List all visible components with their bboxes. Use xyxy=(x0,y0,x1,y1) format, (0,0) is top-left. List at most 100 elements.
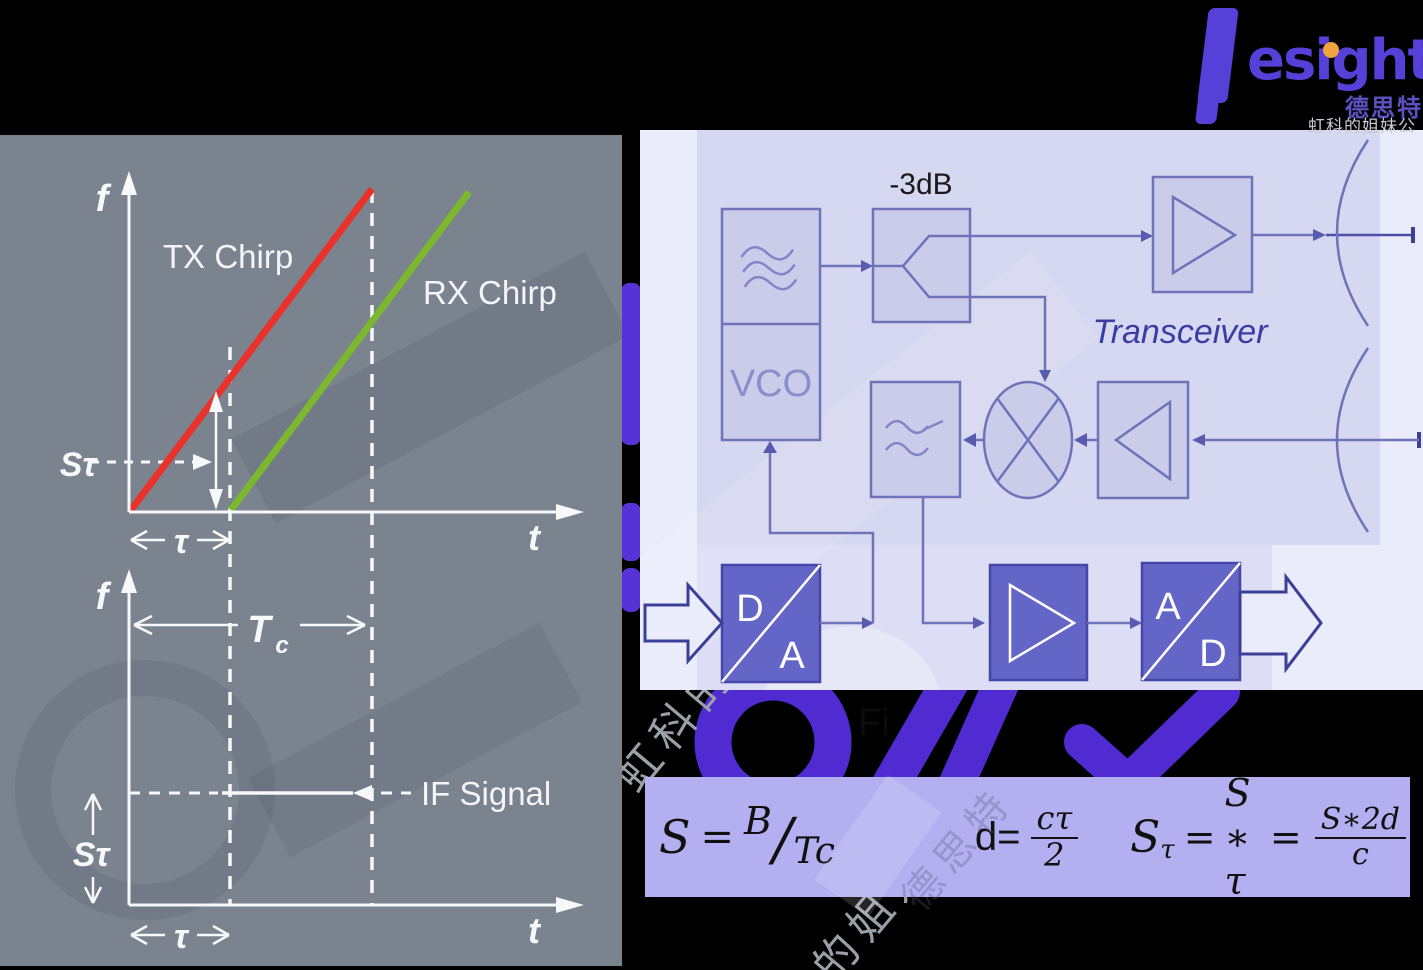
input-block-arrow-icon xyxy=(643,581,725,665)
watermark-bar-icon xyxy=(621,503,641,561)
formula-strip: S = B / Tc d= cτ 2 S τ = S ∗ τ = S∗2d c xyxy=(645,771,1410,903)
fraction: S∗2d c xyxy=(1314,804,1406,872)
tx-chirp-line xyxy=(128,186,375,513)
fraction: cτ 2 xyxy=(1030,801,1079,874)
arrowhead-icon xyxy=(763,441,777,453)
watermark-band-icon xyxy=(248,622,582,858)
f-axis-label: f xyxy=(96,576,112,618)
vco-block: VCO xyxy=(720,207,822,442)
arrowhead-icon xyxy=(1141,230,1153,242)
if-signal-plot: f t T c IF Signal Sτ xyxy=(73,569,584,956)
tau-span-annotation xyxy=(130,529,230,551)
watermark-swoosh-icon xyxy=(1064,674,1240,808)
fraction-slash: / xyxy=(772,805,793,873)
logo-i-dot-icon xyxy=(1323,42,1339,58)
t-axis-label: t xyxy=(528,517,542,558)
s-tau-span-annotation xyxy=(83,793,103,904)
tau-label: τ xyxy=(174,523,190,561)
amplifier-triangle-icon xyxy=(1113,399,1172,482)
frequency-time-plot: f t TX Chirp RX Chirp Sτ τ xyxy=(60,171,584,561)
adc-a-label: A xyxy=(1155,586,1181,628)
formula-expression: S ∗ τ xyxy=(1224,771,1251,903)
waveform-icon xyxy=(740,246,798,291)
s-tau-up-arrow-icon xyxy=(209,391,223,412)
if-pointer-arrow-icon xyxy=(353,785,372,801)
formula-term: S xyxy=(659,810,691,864)
mixer-block xyxy=(982,380,1074,500)
adc-d-label: D xyxy=(1199,633,1226,675)
watermark-stem-icon xyxy=(937,656,1025,802)
dac-block: D A xyxy=(720,563,822,684)
converter-diagonal-icon xyxy=(721,564,821,683)
s-tau-down-arrow-icon xyxy=(209,489,223,510)
formula-denominator: Tc xyxy=(793,830,835,872)
tx-amplifier-block xyxy=(1151,175,1254,294)
watermark-bar-icon xyxy=(621,568,641,612)
converter-diagonal-icon xyxy=(1141,562,1241,681)
rx-chirp-label: RX Chirp xyxy=(423,274,557,311)
filter-to-ifamp-line xyxy=(921,497,976,625)
arrowhead-icon xyxy=(1130,617,1142,629)
arrowhead-icon xyxy=(963,433,976,447)
caption-fragment: Fi xyxy=(858,702,890,744)
fraction-denominator: c xyxy=(1351,836,1369,872)
formula-term: S xyxy=(1130,811,1161,863)
filter-symbol-icon xyxy=(885,419,944,457)
output-block-arrow-icon xyxy=(1238,572,1323,674)
mixer-cross-icon xyxy=(995,397,1061,483)
t-axis-arrow-icon xyxy=(556,897,584,913)
watermark-band-icon xyxy=(640,251,1099,659)
arrowhead-icon xyxy=(973,617,985,629)
watermark-band-icon xyxy=(231,251,622,524)
rx-chirp-line xyxy=(228,189,472,513)
if-filter-block xyxy=(869,380,962,499)
arrowhead-icon xyxy=(1039,370,1051,382)
tau-span-annotation xyxy=(130,924,230,946)
equals-sign: = xyxy=(700,814,735,860)
formula-slope: S = B / Tc xyxy=(659,799,835,873)
dac-d-label: D xyxy=(736,588,763,630)
formula-subscript: τ xyxy=(1160,835,1175,865)
tc-subscript: c xyxy=(275,632,288,659)
f-axis-label: f xyxy=(96,178,112,220)
dac-to-vco-line xyxy=(768,450,875,623)
splitter-to-mixer-line xyxy=(970,295,1047,373)
arrowhead-icon xyxy=(1313,229,1326,241)
antenna-arc-icon xyxy=(1335,139,1370,327)
fraction-denominator: 2 xyxy=(1044,835,1065,874)
fraction-numerator: cτ xyxy=(1030,801,1079,839)
tau-label: τ xyxy=(174,918,190,956)
watermark-bar-icon xyxy=(621,283,641,445)
equals-sign: = xyxy=(1183,815,1216,859)
s-tau-label: Sτ xyxy=(73,836,112,874)
formula-offset: S τ = S ∗ τ = S∗2d c xyxy=(1130,771,1410,903)
vco-label: VCO xyxy=(730,363,812,405)
power-splitter-block: -3dB xyxy=(871,168,972,324)
s-tau-pointer-arrow-icon xyxy=(193,454,212,470)
fraction-numerator: S∗2d xyxy=(1314,804,1406,839)
arrowhead-icon xyxy=(1192,434,1205,446)
logo-cn-name: 德思特 xyxy=(1345,94,1423,122)
splitter-fork-icon xyxy=(873,234,970,299)
formula-term: d= xyxy=(974,814,1021,859)
arrowhead-icon xyxy=(862,617,874,629)
brand-logo: esight 德思特 虹科的姐妹公司 xyxy=(1190,0,1423,140)
equals-sign: = xyxy=(1269,815,1302,859)
logo-cn-tagline: 虹科的姐妹公司 xyxy=(1308,117,1416,137)
rx-antenna xyxy=(1192,347,1421,533)
tx-chirp-label: TX Chirp xyxy=(163,238,293,275)
watermark-ring-icon xyxy=(15,660,275,920)
if-signal-label: IF Signal xyxy=(421,775,551,812)
logo-bar-icon xyxy=(1194,58,1225,124)
adc-block: A D xyxy=(1140,561,1242,682)
t-axis-label: t xyxy=(528,910,542,951)
if-amplifier-block xyxy=(988,563,1089,682)
logo-wordmark: esight xyxy=(1247,28,1423,93)
formula-distance: d= cτ 2 xyxy=(974,801,1082,874)
amplifier-triangle-icon xyxy=(1008,582,1077,664)
formula-numerator: B xyxy=(744,799,772,843)
splitter-label: -3dB xyxy=(889,168,952,201)
arrowhead-icon xyxy=(861,260,873,272)
rx-amplifier-block xyxy=(1096,380,1190,500)
